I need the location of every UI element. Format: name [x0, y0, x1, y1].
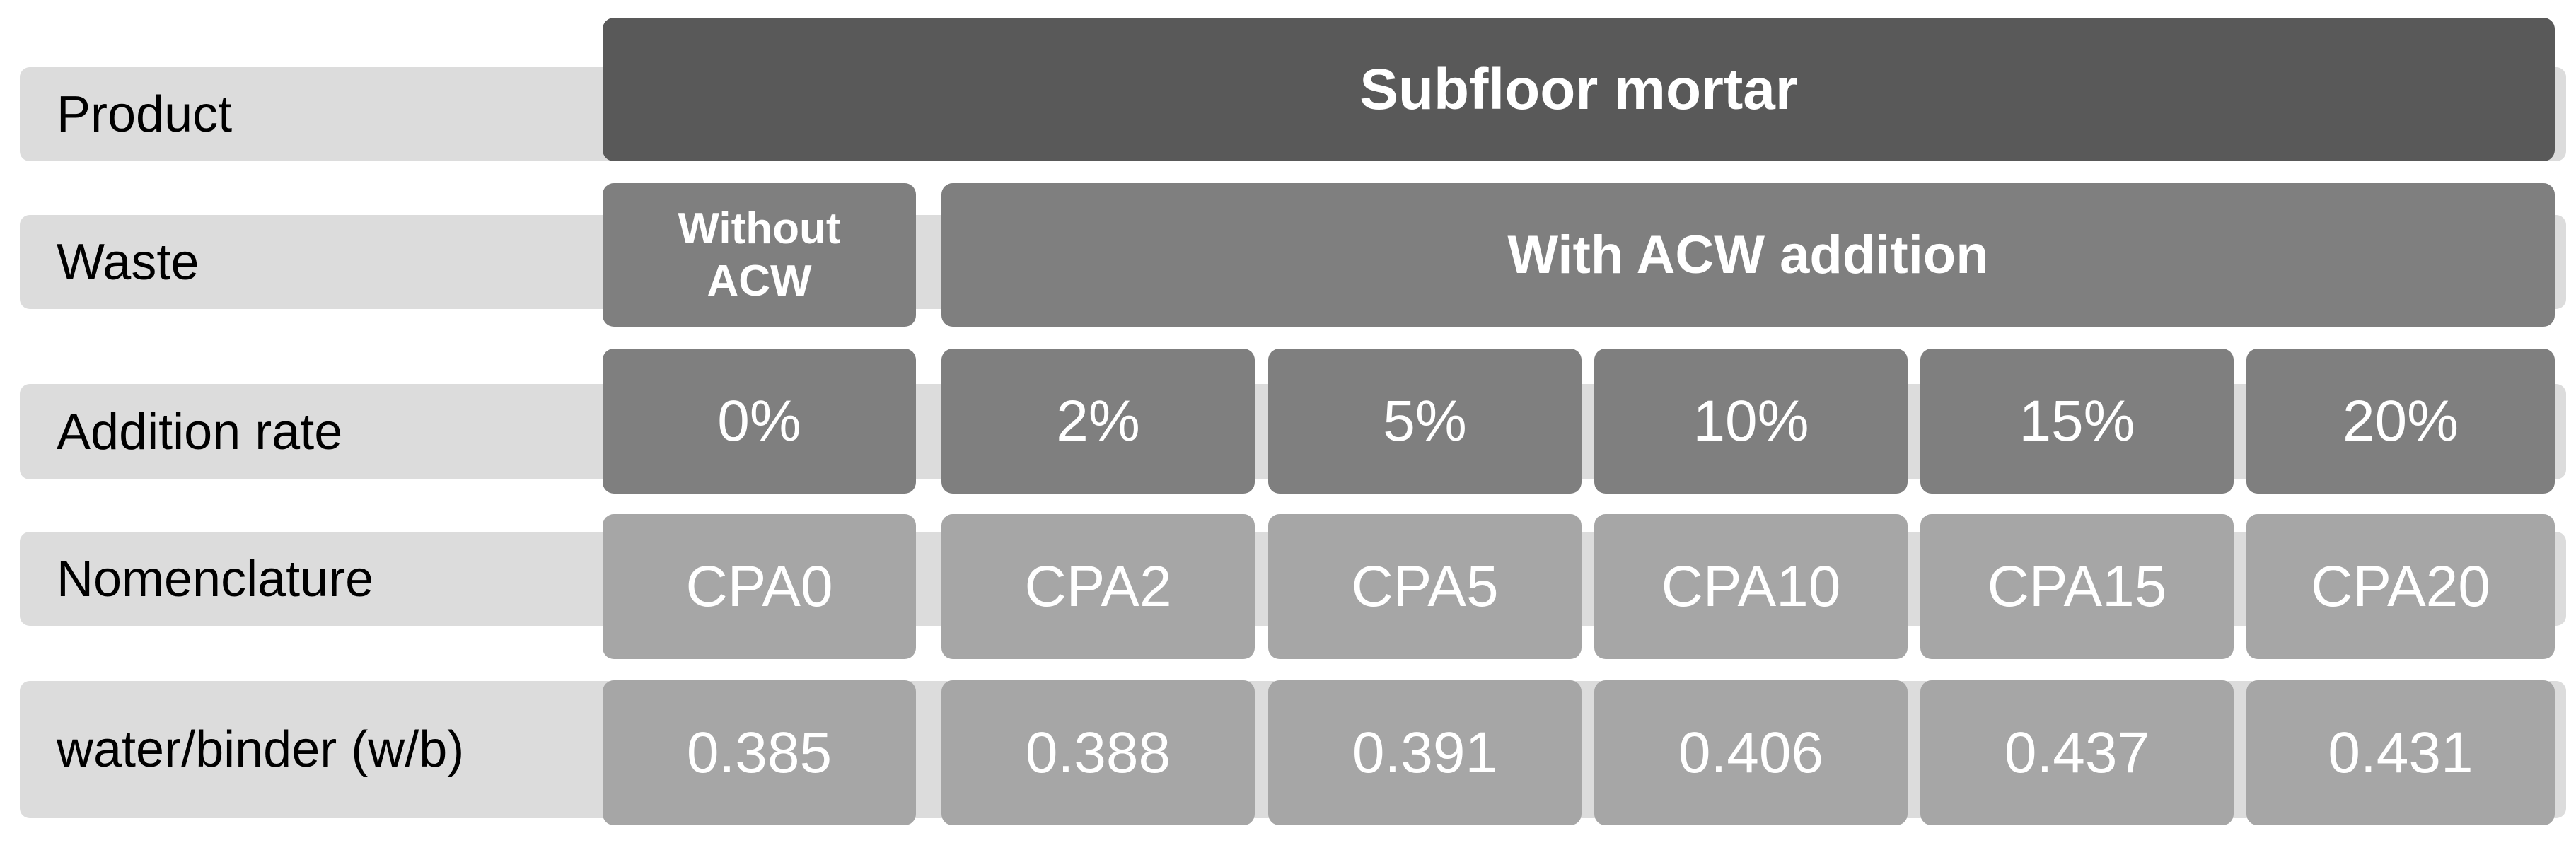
row-label-addition-rate-text: Addition rate	[57, 403, 343, 460]
water-binder-value: 0.385	[686, 720, 832, 785]
addition-rate-cell: 2%	[941, 349, 1255, 494]
water-binder-cell: 0.406	[1594, 680, 1908, 825]
water-binder-cell: 0.431	[2246, 680, 2555, 825]
water-binder-value: 0.388	[1025, 720, 1171, 785]
addition-rate-value: 20%	[2342, 388, 2459, 453]
addition-rate-cell: 5%	[1268, 349, 1582, 494]
row-label-water-binder-text: water/binder (w/b)	[57, 721, 465, 778]
waste-with-value: With ACW addition	[1507, 225, 1989, 285]
nomenclature-value: CPA20	[2311, 554, 2490, 619]
addition-rate-value: 5%	[1383, 388, 1467, 453]
nomenclature-cell: CPA0	[603, 514, 916, 659]
waste-without-cell: Without ACW	[603, 183, 916, 327]
nomenclature-cell: CPA2	[941, 514, 1255, 659]
product-value: Subfloor mortar	[1359, 57, 1798, 122]
row-label-nomenclature-text: Nomenclature	[57, 550, 374, 607]
waste-without-line1: Without	[678, 204, 841, 253]
addition-rate-cell: 0%	[603, 349, 916, 494]
addition-rate-value: 0%	[717, 388, 801, 453]
waste-without-line2: ACW	[707, 256, 812, 305]
row-label-waste-text: Waste	[57, 233, 199, 291]
water-binder-value: 0.391	[1352, 720, 1498, 785]
water-binder-cell: 0.437	[1920, 680, 2234, 825]
addition-rate-value: 15%	[2019, 388, 2135, 453]
nomenclature-value: CPA5	[1351, 554, 1499, 619]
addition-rate-cell: 20%	[2246, 349, 2555, 494]
nomenclature-cell: CPA20	[2246, 514, 2555, 659]
water-binder-value: 0.437	[2004, 720, 2150, 785]
nomenclature-cell: CPA15	[1920, 514, 2234, 659]
addition-rate-cell: 15%	[1920, 349, 2234, 494]
nomenclature-value: CPA0	[685, 554, 833, 619]
nomenclature-value: CPA2	[1024, 554, 1172, 619]
row-label-product-text: Product	[57, 86, 233, 143]
water-binder-cell: 0.385	[603, 680, 916, 825]
addition-rate-value: 2%	[1056, 388, 1140, 453]
water-binder-value: 0.406	[1678, 720, 1824, 785]
addition-rate-value: 10%	[1693, 388, 1809, 453]
water-binder-cell: 0.391	[1268, 680, 1582, 825]
nomenclature-cell: CPA10	[1594, 514, 1908, 659]
nomenclature-value: CPA15	[1987, 554, 2167, 619]
product-cell: Subfloor mortar	[603, 18, 2555, 161]
nomenclature-cell: CPA5	[1268, 514, 1582, 659]
addition-rate-cell: 10%	[1594, 349, 1908, 494]
nomenclature-value: CPA10	[1661, 554, 1841, 619]
water-binder-value: 0.431	[2328, 720, 2473, 785]
water-binder-cell: 0.388	[941, 680, 1255, 825]
waste-with-cell: With ACW addition	[941, 183, 2555, 327]
